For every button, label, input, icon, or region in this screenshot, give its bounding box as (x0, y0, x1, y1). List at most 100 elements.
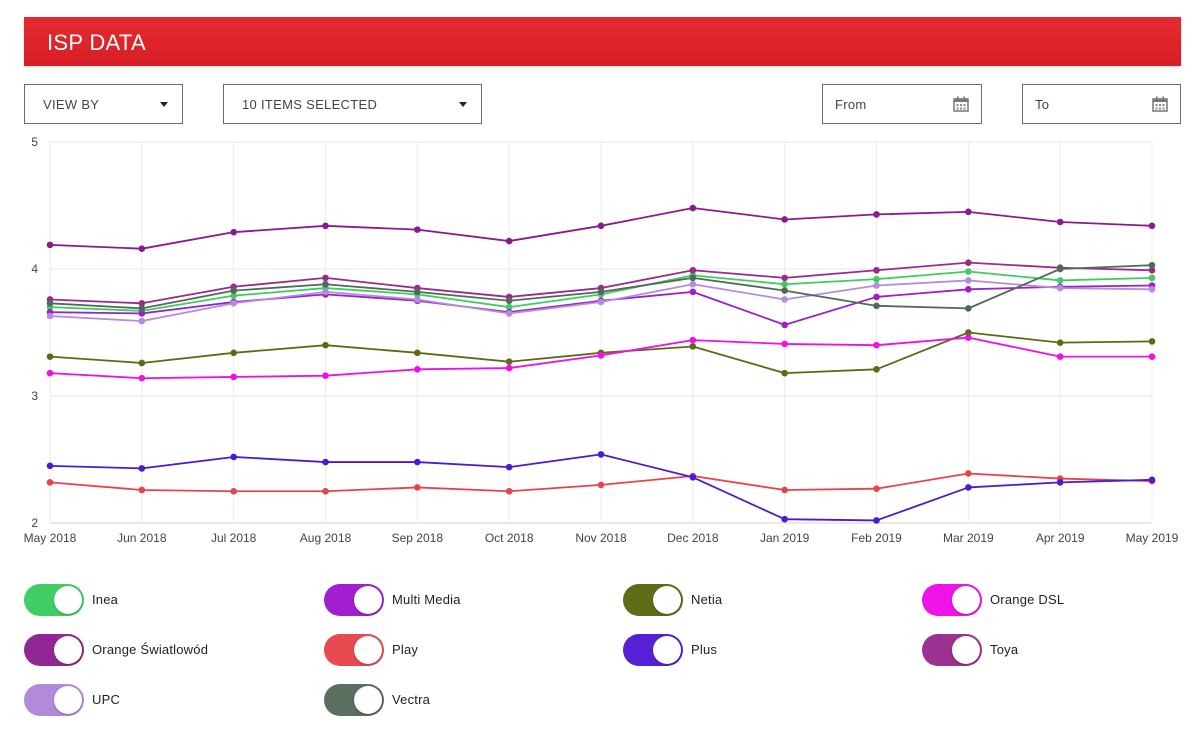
data-point-plus (138, 465, 146, 472)
view-by-dropdown[interactable]: VIEW BY (24, 84, 183, 124)
legend-toggle-switch[interactable] (324, 634, 384, 666)
x-tick-label: Aug 2018 (300, 531, 352, 545)
legend-toggle-switch[interactable] (24, 634, 84, 666)
from-date-input[interactable]: From (822, 84, 982, 124)
data-point-multi-media (781, 321, 788, 329)
data-point-orange-dsl (1148, 353, 1156, 360)
data-point-vectra (230, 287, 237, 294)
data-point-upc (46, 312, 54, 320)
data-point-multi-media (689, 288, 697, 296)
y-tick-label: 5 (31, 135, 38, 149)
legend-label: Multi Media (392, 592, 461, 607)
data-point-orange-wiatlow-d (689, 204, 697, 212)
data-point-upc (322, 288, 329, 296)
data-point-orange-dsl (138, 374, 146, 382)
data-point-orange-dsl (873, 341, 880, 349)
data-point-vectra (965, 305, 972, 312)
data-point-orange-wiatlow-d (965, 208, 972, 216)
data-point-play (873, 485, 880, 493)
data-point-multi-media (873, 293, 880, 301)
data-point-vectra (46, 299, 54, 307)
x-tick-label: Oct 2018 (485, 531, 534, 545)
data-point-netia (46, 353, 54, 360)
data-point-orange-dsl (230, 373, 237, 381)
calendar-icon[interactable] (953, 96, 969, 112)
data-point-netia (414, 349, 421, 357)
legend-toggle-switch[interactable] (324, 684, 384, 716)
data-point-netia (873, 366, 880, 373)
legend-toggle-switch[interactable] (922, 634, 982, 666)
legend-label: Orange Światlowód (92, 642, 209, 657)
data-point-inea (505, 303, 513, 311)
x-tick-label: Apr 2019 (1036, 531, 1085, 545)
data-point-plus (965, 484, 972, 491)
x-tick-label: Jun 2018 (117, 531, 167, 545)
from-placeholder: From (835, 97, 867, 112)
data-point-upc (597, 298, 605, 306)
data-point-orange-wiatlow-d (414, 226, 421, 233)
data-point-orange-wiatlow-d (781, 216, 788, 223)
legend-label: Inea (92, 592, 119, 607)
toggle-knob (54, 686, 82, 714)
data-point-orange-wiatlow-d (505, 237, 513, 245)
data-point-plus (414, 458, 421, 466)
legend-toggle-switch[interactable] (24, 584, 84, 616)
data-point-upc (873, 282, 880, 289)
toggle-knob (354, 586, 382, 614)
data-point-vectra (597, 288, 605, 296)
x-tick-label: Mar 2019 (943, 531, 994, 545)
data-point-netia (1148, 338, 1156, 345)
data-point-orange-wiatlow-d (230, 228, 237, 236)
data-point-plus (781, 515, 788, 523)
data-point-inea (781, 280, 788, 288)
legend-label: Play (392, 642, 419, 657)
data-point-vectra (689, 274, 697, 282)
data-point-vectra (505, 297, 513, 305)
x-tick-label: Jan 2019 (760, 531, 810, 545)
data-point-toya (322, 274, 329, 282)
data-point-multi-media (965, 286, 972, 293)
data-point-orange-dsl (1056, 353, 1064, 360)
data-point-netia (505, 358, 513, 366)
data-point-orange-wiatlow-d (873, 211, 880, 218)
isp-line-chart: 2 3 4 5 May 2018 Jun 2018 Jul 2018 Aug 2018 Sep … (24, 135, 1179, 545)
items-selected-dropdown[interactable]: 10 ITEMS SELECTED (223, 84, 482, 124)
toggle-knob (54, 586, 82, 614)
legend-toggle-switch[interactable] (623, 584, 683, 616)
y-tick-label: 3 (31, 389, 38, 403)
view-by-label: VIEW BY (43, 97, 100, 112)
legend-toggle-switch[interactable] (623, 634, 683, 666)
data-point-upc (689, 280, 697, 288)
data-point-netia (1056, 339, 1064, 346)
data-point-orange-wiatlow-d (1148, 222, 1156, 230)
data-point-play (230, 487, 237, 495)
data-point-vectra (1148, 261, 1156, 269)
legend-toggle-switch[interactable] (24, 684, 84, 716)
data-point-vectra (1056, 265, 1064, 273)
calendar-icon[interactable] (1152, 96, 1168, 112)
toggle-knob (54, 636, 82, 664)
x-tick-label: May 2018 (24, 531, 77, 545)
data-point-orange-dsl (505, 364, 513, 372)
data-point-inea (1148, 274, 1156, 282)
legend-label: Plus (691, 642, 718, 657)
data-point-vectra (322, 280, 329, 288)
data-point-orange-dsl (965, 334, 972, 341)
data-point-plus (46, 462, 54, 470)
data-point-play (322, 487, 329, 495)
data-point-orange-dsl (414, 366, 421, 373)
legend-toggle-switch[interactable] (922, 584, 982, 616)
data-point-inea (230, 292, 237, 299)
data-point-toya (965, 259, 972, 266)
toggle-knob (354, 636, 382, 664)
legend-toggle-switch[interactable] (324, 584, 384, 616)
to-placeholder: To (1035, 97, 1050, 112)
data-point-netia (781, 369, 788, 377)
data-point-toya (781, 274, 788, 282)
data-point-netia (230, 349, 237, 357)
y-tick-label: 4 (31, 262, 38, 276)
data-point-toya (1148, 266, 1156, 274)
toggle-knob (653, 636, 681, 664)
to-date-input[interactable]: To (1022, 84, 1181, 124)
data-point-play (781, 486, 788, 494)
